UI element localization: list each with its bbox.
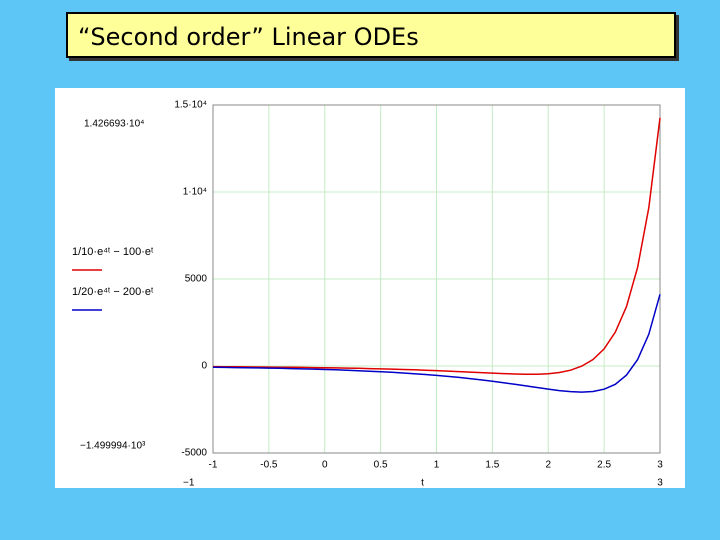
x-tick-label: 0 [322,460,328,471]
y-tick-label: 0 [201,361,207,372]
x-min-label: −1 [183,478,195,489]
x-tick-label: 1 [434,460,440,471]
x-axis-label: t [421,478,424,489]
x-tick-label: 0.5 [374,460,388,471]
x-tick-label: 2.5 [597,460,611,471]
y-min-label: −1.499994·10³ [80,441,146,452]
series-line [212,294,661,393]
x-tick-label: 3 [657,460,663,471]
y-tick-label: -5000 [181,448,207,459]
series-line [212,117,661,375]
x-max-label: 3 [657,478,663,489]
legend-label: 1/10·e⁴ᵗ − 100·eᵗ [72,246,154,258]
x-tick-label: 2 [545,460,551,471]
chart-panel [55,88,685,488]
y-max-label: 1.426693·10⁴ [84,119,144,130]
x-tick-label: 1.5 [485,460,499,471]
y-tick-label: 1·10⁴ [183,187,207,198]
y-tick-label: 1.5·10⁴ [174,100,207,111]
legend-label: 1/20·e⁴ᵗ − 200·eᵗ [72,286,154,298]
plot-frame [212,104,661,454]
x-tick-label: -1 [209,460,218,471]
slide-title: “Second order” Linear ODEs [66,12,676,58]
y-tick-label: 5000 [185,274,208,285]
x-tick-label: -0.5 [260,460,278,471]
